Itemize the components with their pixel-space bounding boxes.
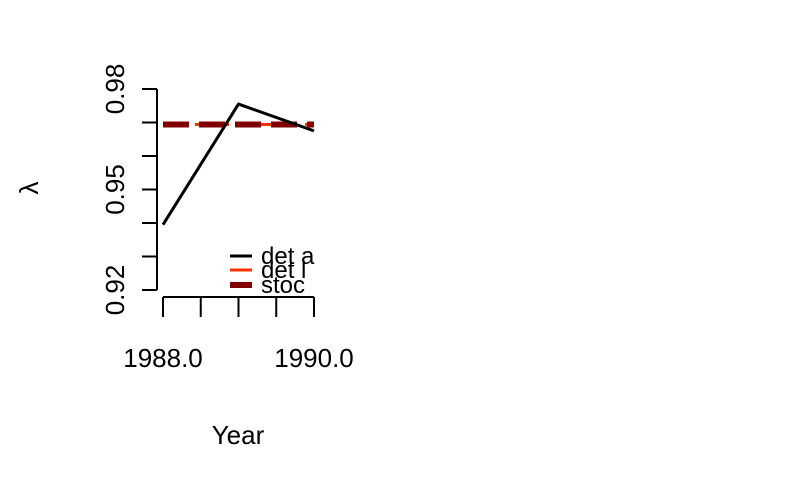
y-tick-label: 0.98: [100, 64, 130, 115]
x-axis: 1988.0 1990.0: [123, 296, 354, 373]
y-axis-title: λ: [14, 182, 44, 195]
y-tick-label: 0.95: [100, 164, 130, 215]
series-line-det-a: [161, 102, 315, 226]
legend-label: det a: [261, 243, 315, 270]
x-tick-label: 1990.0: [274, 343, 354, 373]
legend-label: det l: [261, 257, 306, 284]
x-tick-label: 1988.0: [123, 343, 203, 373]
y-tick-label: 0.92: [100, 265, 130, 316]
legend-label: stoc: [261, 272, 305, 299]
y-axis: 0.92 0.95 0.98: [100, 64, 158, 316]
x-axis-title: Year: [212, 420, 265, 450]
series-group: [161, 102, 315, 226]
plot-area: [161, 102, 315, 226]
